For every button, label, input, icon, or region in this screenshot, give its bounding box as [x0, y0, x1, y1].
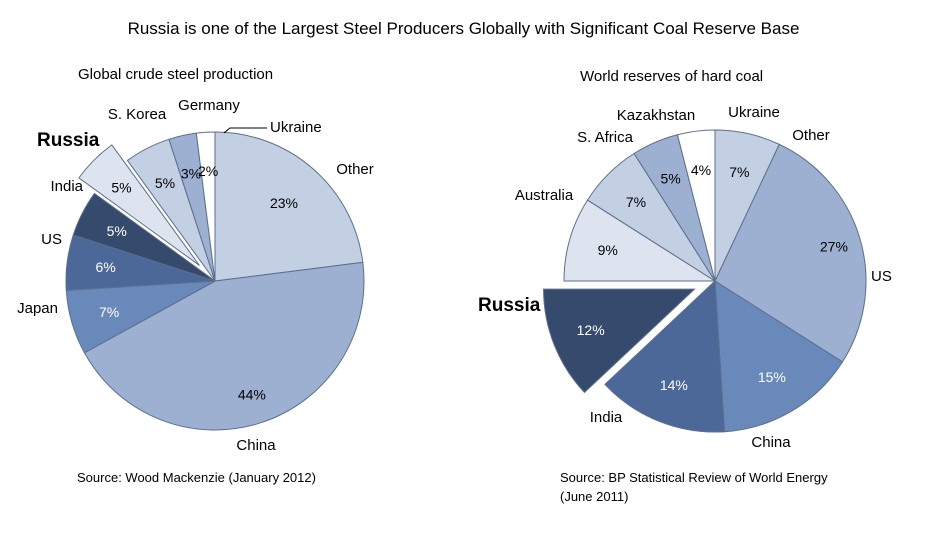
steel-category-label-s-korea: S. Korea — [108, 106, 167, 123]
coal-pct-label-us: 27% — [820, 238, 848, 254]
coal-slice-india — [604, 279, 726, 433]
steel-pct-label-other: 23% — [270, 195, 298, 211]
steel-slice-india — [72, 192, 216, 282]
coal-slice-ukraine — [676, 129, 716, 282]
coal-category-label-china: China — [751, 434, 791, 451]
coal-pct-label-kazakhstan: 5% — [661, 170, 681, 186]
steel-slice-russia — [78, 144, 200, 266]
coal-source-note: Source: BP Statistical Review of World E… — [560, 468, 828, 506]
coal-chart-subtitle: World reserves of hard coal — [580, 68, 764, 85]
steel-pct-label-india: 5% — [107, 223, 127, 239]
steel-category-label-japan: Japan — [17, 300, 58, 317]
coal-category-label-russia: Russia — [478, 295, 541, 316]
coal-category-label-other: Other — [792, 127, 830, 144]
coal-slice-us — [714, 143, 867, 363]
steel-slice-ukraine — [195, 131, 216, 282]
steel-slice-china — [83, 261, 365, 431]
coal-pct-label-australia: 9% — [598, 242, 618, 258]
steel-chart-subtitle: Global crude steel production — [78, 66, 274, 83]
coal-category-label-india: India — [590, 409, 623, 426]
coal-pct-label-ukraine: 4% — [691, 162, 711, 178]
steel-category-label-russia: Russia — [37, 130, 100, 151]
steel-pct-label-us: 6% — [95, 259, 115, 275]
steel-pct-label-russia: 5% — [111, 179, 131, 195]
steel-leader-ukraine — [223, 127, 267, 134]
coal-pct-label-china: 15% — [758, 369, 786, 385]
steel-source-note: Source: Wood Mackenzie (January 2012) — [77, 470, 316, 485]
coal-pie: 7% 27% 15% 14% 12% 9% 7% 5% 4% Other US China India R… — [478, 104, 892, 451]
steel-pct-label-japan: 7% — [99, 304, 119, 320]
coal-category-label-us: US — [871, 268, 892, 285]
steel-category-label-other: Other — [336, 161, 374, 178]
chart-title: Russia is one of the Largest Steel Produ… — [127, 19, 800, 38]
coal-category-label-australia: Australia — [515, 187, 574, 204]
steel-pct-label-ukraine: 2% — [198, 163, 218, 179]
coal-category-label-ukraine: Ukraine — [728, 104, 780, 121]
steel-pct-label-s-korea: 5% — [155, 175, 175, 191]
coal-category-label-s-africa: S. Africa — [577, 129, 634, 146]
coal-pct-label-s-africa: 7% — [626, 194, 646, 210]
steel-pie: 23% 44% 7% 6% 5% 5% 5% 3%2% Other China Japan US Ind… — [17, 97, 374, 454]
coal-slice-australia — [563, 199, 717, 282]
coal-pct-label-india: 14% — [660, 377, 688, 393]
steel-category-label-india: India — [50, 178, 83, 195]
coal-slice-china — [714, 280, 844, 433]
coal-category-label-kazakhstan: Kazakhstan — [617, 107, 695, 124]
coal-pct-label-other: 7% — [729, 164, 749, 180]
steel-slice-other — [214, 131, 364, 282]
coal-slice-russia — [543, 288, 696, 394]
coal-pct-label-russia: 12% — [577, 322, 605, 338]
coal-source-line-1: Source: BP Statistical Review of World E… — [560, 470, 828, 485]
steel-pct-label-germany: 3% — [181, 165, 201, 181]
steel-pct-label-china: 44% — [238, 386, 266, 402]
steel-category-label-us: US — [41, 231, 62, 248]
steel-category-label-germany: Germany — [178, 97, 240, 114]
steel-category-label-ukraine: Ukraine — [270, 119, 322, 136]
steel-category-label-china: China — [236, 437, 276, 454]
coal-source-line-2: (June 2011) — [560, 489, 629, 504]
